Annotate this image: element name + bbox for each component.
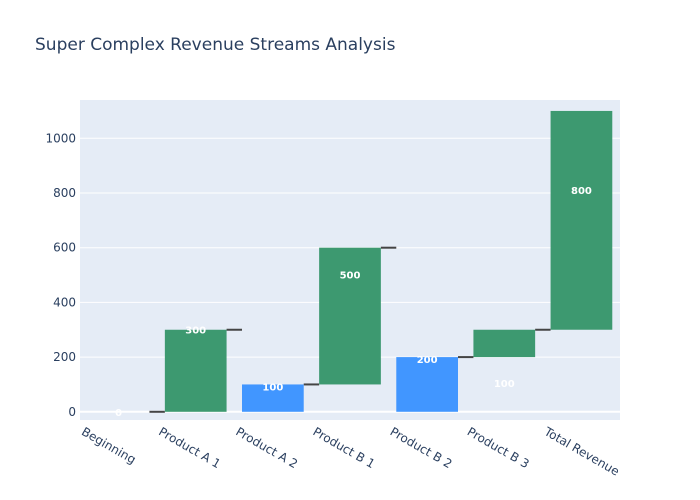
x-tick-label: Total Revenue	[541, 424, 622, 479]
x-tick-label: Product B 2	[388, 424, 455, 471]
y-tick-label: 200	[53, 350, 76, 364]
y-tick-label: 0	[68, 405, 76, 419]
x-tick-label: Beginning	[79, 424, 138, 466]
y-tick-label: 400	[53, 295, 76, 309]
data-label: 100	[262, 382, 283, 393]
y-tick-label: 800	[53, 186, 76, 200]
y-axis: 0 200 400 600 800 1000	[45, 131, 76, 419]
x-tick-label: Product A 1	[156, 424, 223, 471]
data-label: 100	[494, 379, 515, 390]
x-tick-label: Product A 2	[233, 424, 300, 471]
data-label: 0	[115, 408, 122, 419]
x-axis: Beginning Product A 1 Product A 2 Product B…	[79, 424, 622, 479]
data-label: 500	[340, 270, 361, 281]
data-label: 800	[571, 186, 592, 197]
x-tick-label: Product B 1	[311, 424, 378, 471]
y-tick-label: 1000	[45, 131, 76, 145]
x-tick-label: Product B 3	[465, 424, 532, 471]
chart-title: Super Complex Revenue Streams Analysis	[35, 35, 396, 55]
bar-5	[473, 330, 535, 357]
bar-1	[165, 330, 227, 412]
y-tick-label: 600	[53, 241, 76, 255]
data-label: 300	[185, 326, 206, 337]
bar-6	[551, 111, 613, 330]
bar-3	[319, 248, 381, 385]
data-label: 200	[417, 355, 438, 366]
